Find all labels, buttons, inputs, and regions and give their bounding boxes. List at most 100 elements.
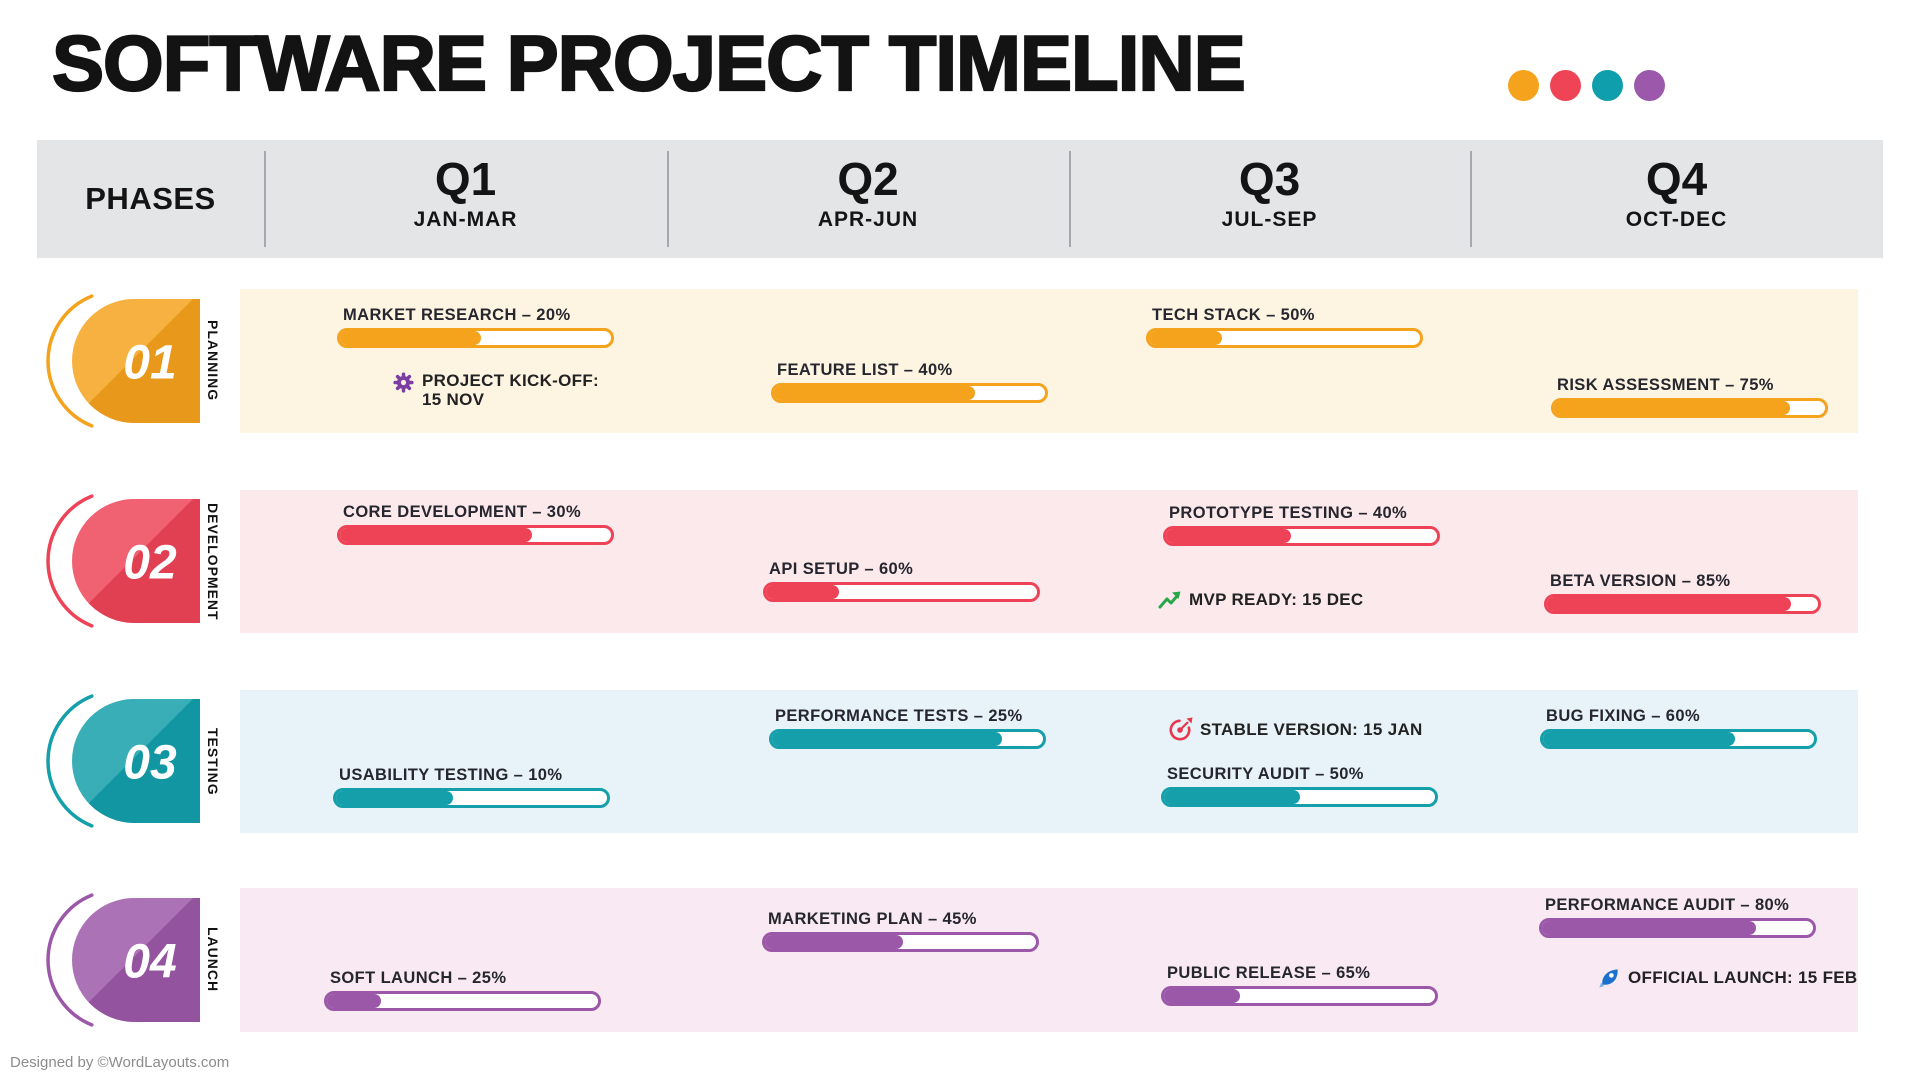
task-label: RISK ASSESSMENT – 75% — [1557, 376, 1774, 394]
progress-bar — [337, 328, 614, 348]
phase-badge-04: 04 — [46, 875, 216, 1045]
progress-bar-fill — [774, 386, 975, 400]
task-label: MARKETING PLAN – 45% — [768, 910, 977, 928]
task-label: SOFT LAUNCH – 25% — [330, 969, 507, 987]
phase-number: 03 — [123, 737, 177, 790]
task-label: PUBLIC RELEASE – 65% — [1167, 964, 1371, 982]
phase-badge-icon: 03 — [46, 694, 201, 828]
progress-bar-fill — [340, 331, 481, 345]
task-label: PERFORMANCE TESTS – 25% — [775, 707, 1023, 725]
progress-bar — [333, 788, 610, 808]
progress-bar-fill — [327, 994, 382, 1008]
task-performance-audit: PERFORMANCE AUDIT – 80% — [1539, 896, 1816, 938]
accent-dot-purple — [1634, 70, 1665, 101]
quarter-label: Q4 — [1645, 153, 1708, 205]
quarter-months: APR-JUN — [817, 207, 919, 231]
task-public-release: PUBLIC RELEASE – 65% — [1161, 964, 1438, 1006]
milestone-text: MVP READY: 15 DEC — [1189, 590, 1364, 609]
task-label: FEATURE LIST – 40% — [777, 361, 953, 379]
phases-label: PHASES — [85, 181, 216, 216]
timeline-header: PHASES Q1 JAN-MAR Q2 APR-JUN Q3 JUL-SEP … — [37, 140, 1883, 258]
header-cell-q4: Q4 OCT-DEC — [1470, 140, 1883, 258]
credit-text: Designed by ©WordLayouts.com — [10, 1054, 230, 1071]
task-soft-launch: SOFT LAUNCH – 25% — [324, 969, 601, 1011]
task-label: PERFORMANCE AUDIT – 80% — [1545, 896, 1790, 914]
progress-bar-fill — [1554, 401, 1790, 415]
rocket-icon — [1599, 969, 1618, 988]
task-beta-version: BETA VERSION – 85% — [1544, 572, 1821, 614]
progress-bar-fill — [1149, 331, 1223, 345]
quarter-label: Q1 — [434, 153, 497, 205]
progress-bar — [1163, 526, 1440, 546]
quarter-months: JAN-MAR — [413, 207, 518, 231]
progress-bar — [1146, 328, 1423, 348]
quarter-months: OCT-DEC — [1625, 207, 1728, 231]
progress-bar — [1161, 787, 1438, 807]
task-label: API SETUP – 60% — [769, 560, 914, 578]
phase-badge-02: 02 — [46, 476, 216, 646]
milestone-text: OFFICIAL LAUNCH: 15 FEB — [1628, 967, 1858, 987]
progress-bar-fill — [1542, 921, 1757, 935]
header-cell-phases: PHASES — [37, 140, 264, 258]
progress-bar-fill — [766, 585, 840, 599]
accent-dot-teal — [1592, 70, 1623, 101]
milestone-text: PROJECT KICK-OFF: — [422, 371, 599, 390]
progress-bar-fill — [765, 935, 904, 949]
task-label: BETA VERSION – 85% — [1550, 572, 1731, 590]
progress-bar — [324, 991, 601, 1011]
phase-number: 01 — [123, 337, 176, 390]
milestone-text: STABLE VERSION: 15 JAN — [1200, 719, 1423, 739]
progress-bar-fill — [1164, 989, 1240, 1003]
task-label: USABILITY TESTING – 10% — [339, 766, 563, 784]
title-accent-dots — [1508, 70, 1665, 101]
task-feature-list: FEATURE LIST – 40% — [771, 361, 1048, 403]
progress-bar — [1544, 594, 1821, 614]
trend-up-icon — [1158, 591, 1181, 609]
progress-bar — [771, 383, 1048, 403]
quarter-label: Q2 — [837, 153, 899, 205]
progress-bar-fill — [1166, 529, 1291, 543]
milestone-stable-version: STABLE VERSION: 15 JAN — [1168, 717, 1423, 742]
phase-badge-icon: 01 — [46, 294, 201, 428]
progress-bar-fill — [1543, 732, 1736, 746]
task-label: TECH STACK – 50% — [1152, 306, 1315, 324]
quarter-months: JUL-SEP — [1221, 207, 1318, 231]
phase-number: 02 — [123, 537, 177, 590]
phase-badge-01: 01 — [46, 276, 216, 446]
task-label: MARKET RESEARCH – 20% — [343, 306, 571, 324]
phase-badge-icon: 02 — [46, 494, 201, 628]
task-risk-assessment: RISK ASSESSMENT – 75% — [1551, 376, 1828, 418]
task-label: BUG FIXING – 60% — [1546, 707, 1701, 725]
phase-badge-icon: 04 — [46, 893, 201, 1027]
progress-bar — [1551, 398, 1828, 418]
progress-bar — [763, 582, 1040, 602]
dart-target-icon — [1169, 717, 1193, 741]
task-tech-stack: TECH STACK – 50% — [1146, 306, 1423, 348]
milestone-project-kickoff: PROJECT KICK-OFF: 15 NOV — [392, 371, 599, 409]
progress-bar-fill — [1164, 790, 1300, 804]
page-title: SOFTWARE PROJECT TIMELINE — [51, 19, 1247, 107]
task-prototype-testing: PROTOTYPE TESTING – 40% — [1163, 504, 1440, 546]
task-core-development: CORE DEVELOPMENT – 30% — [337, 503, 614, 545]
phase-row-testing — [240, 690, 1858, 833]
header-cell-q3: Q3 JUL-SEP — [1069, 140, 1470, 258]
progress-bar — [1539, 918, 1816, 938]
task-label: PROTOTYPE TESTING – 40% — [1169, 504, 1408, 522]
gear-icon — [393, 372, 414, 393]
task-security-audit: SECURITY AUDIT – 50% — [1161, 765, 1438, 807]
header-cell-q1: Q1 JAN-MAR — [264, 140, 667, 258]
quarter-label: Q3 — [1238, 153, 1301, 205]
phase-name-development: DEVELOPMENT — [205, 502, 221, 621]
task-bug-fixing: BUG FIXING – 60% — [1540, 707, 1817, 749]
phase-name-testing: TESTING — [205, 727, 221, 796]
task-market-research: MARKET RESEARCH – 20% — [337, 306, 614, 348]
accent-dot-orange — [1508, 70, 1539, 101]
phase-name-planning: PLANNING — [205, 320, 221, 402]
progress-bar-fill — [772, 732, 1003, 746]
task-api-setup: API SETUP – 60% — [763, 560, 1040, 602]
task-label: CORE DEVELOPMENT – 30% — [343, 503, 582, 521]
phase-name-launch: LAUNCH — [205, 927, 221, 993]
task-label: SECURITY AUDIT – 50% — [1167, 765, 1364, 783]
task-marketing-plan: MARKETING PLAN – 45% — [762, 910, 1039, 952]
progress-bar — [769, 729, 1046, 749]
